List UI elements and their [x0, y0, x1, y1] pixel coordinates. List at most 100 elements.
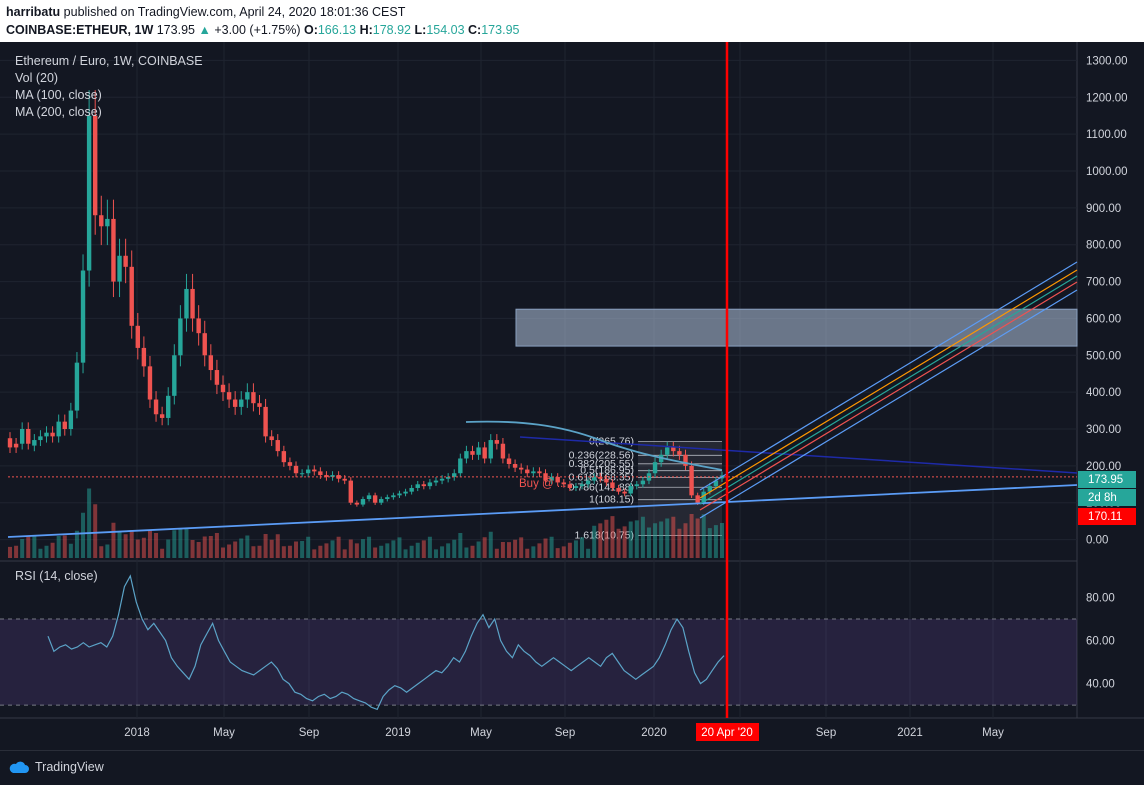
volume-bar: [342, 549, 347, 558]
volume-bar: [257, 545, 262, 558]
candle-body: [50, 432, 55, 437]
volume-bar: [659, 521, 664, 558]
candle-body: [415, 484, 420, 488]
volume-bar: [214, 533, 219, 558]
candle-body: [488, 440, 493, 459]
volume-bar: [50, 542, 55, 558]
candle-body: [226, 392, 232, 400]
volume-bar: [531, 546, 536, 558]
volume-bar: [494, 548, 499, 558]
volume-bar: [233, 541, 238, 558]
candle-body: [403, 491, 408, 494]
candle-body: [640, 480, 646, 485]
trend-lines[interactable]: Buy @ ...: [7, 42, 1078, 718]
price-tick-label: 1200.00: [1086, 92, 1128, 104]
volume-bar: [622, 526, 627, 558]
volume-bar: [202, 536, 207, 558]
volume-bar: [683, 523, 688, 558]
price-tick-label: 400.00: [1086, 387, 1121, 399]
candle-body: [683, 454, 688, 466]
resistance-zone[interactable]: [515, 308, 1078, 347]
volume-bar: [275, 534, 280, 558]
candle-body: [86, 115, 92, 271]
volume-bar: [433, 549, 438, 558]
fib-level-label: 0.382(205.55): [569, 458, 634, 470]
volume-bar: [135, 539, 140, 558]
tradingview-logo[interactable]: TradingView: [8, 760, 104, 774]
volume-bar: [354, 543, 359, 558]
volume-bar: [586, 548, 591, 558]
channel-line: [699, 275, 1078, 505]
volume-bar: [123, 534, 128, 558]
candle-body: [518, 467, 524, 470]
candle-body: [299, 473, 305, 475]
candle-body: [111, 218, 116, 282]
volume-bar: [348, 539, 353, 558]
low-label: L:: [414, 23, 427, 37]
volume-bar: [598, 523, 603, 558]
volume-bar: [172, 530, 177, 558]
published-header: harribatu published on TradingView.com, …: [0, 0, 1144, 42]
candle-body: [366, 495, 372, 500]
volume-bar: [147, 529, 152, 558]
volume-bar: [32, 536, 37, 558]
volume-bar: [44, 545, 49, 558]
candle-body: [500, 443, 506, 459]
volume-bar: [628, 521, 633, 558]
author-name[interactable]: harribatu: [6, 5, 61, 19]
volume-bar: [525, 548, 530, 558]
candle-body: [336, 475, 341, 479]
last-price-label-text: 173.95: [1088, 474, 1123, 486]
candle-body: [129, 266, 134, 326]
candle-body: [172, 355, 177, 396]
volume-bar: [634, 520, 639, 558]
candle-body: [263, 406, 268, 437]
candle-body: [391, 495, 396, 498]
resistance-trendline: [519, 436, 1078, 474]
volume-bar: [56, 536, 61, 558]
candle-body: [701, 491, 706, 503]
candle-body: [652, 462, 658, 474]
candle-body: [671, 447, 676, 452]
volume-bar: [464, 547, 469, 558]
volume-bar: [160, 548, 165, 558]
candle-body: [312, 469, 317, 472]
candle-body: [135, 325, 140, 348]
chart-canvas[interactable]: 0(265.76)0.236(228.56)0.382(205.55)0.5(1…: [0, 42, 1144, 750]
price-tick-label: 700.00: [1086, 277, 1121, 289]
time-tick-label: Sep: [555, 727, 575, 739]
candle-body: [695, 495, 700, 503]
volume-bar: [689, 514, 694, 558]
price-tick-label: 600.00: [1086, 313, 1121, 325]
volume-bar: [549, 536, 554, 558]
channel-line: [699, 269, 1078, 499]
volume-bar: [239, 538, 244, 558]
volume-bar: [360, 539, 365, 558]
candle-body: [604, 478, 609, 483]
volume-bar: [446, 543, 451, 558]
legend-title: Ethereum / Euro, 1W, COINBASE: [15, 54, 203, 68]
price-labels: 173.95 2d 8h 170.11 20 Apr '20: [696, 471, 1136, 741]
candle-body: [7, 438, 13, 448]
candle-body: [251, 392, 256, 404]
volume-bar: [488, 531, 493, 558]
volume-bar: [263, 534, 268, 558]
close-label: C:: [468, 23, 482, 37]
price-tick-label: 900.00: [1086, 203, 1121, 215]
buy-label: Buy @ ...: [519, 478, 566, 490]
candle-body: [342, 478, 347, 481]
candle-body: [616, 487, 621, 492]
candle-body: [220, 384, 226, 393]
candle-body: [92, 115, 98, 216]
volume-bar: [8, 546, 12, 558]
volume-bar: [665, 518, 670, 558]
volume-bar: [105, 544, 110, 558]
volume-bar: [20, 539, 25, 558]
candle-body: [184, 288, 189, 319]
volume-bar: [616, 528, 621, 558]
volume-bar: [409, 545, 414, 558]
volume-bar: [68, 543, 73, 558]
price-tick-label: 500.00: [1086, 350, 1121, 362]
candle-body: [74, 362, 80, 411]
volume-bar: [318, 545, 323, 558]
